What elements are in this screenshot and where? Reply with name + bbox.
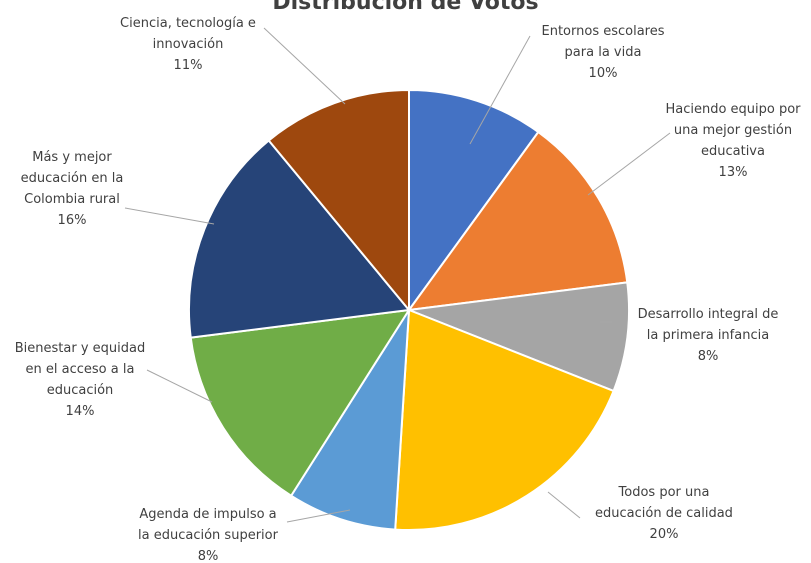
slice-label-7: Ciencia, tecnología e innovación 11% [120,16,256,73]
slice-label-line-6: Más y mejor [32,150,112,165]
slice-label-0: Entornos escolares para la vida 10% [542,24,665,81]
slice-label-line-3: educación de calidad [595,506,733,521]
leader-line-7 [263,27,346,105]
slice-label-line-0: para la vida [565,45,642,60]
leader-line-6 [124,207,215,225]
leader-line-5 [146,369,213,403]
slice-label-5: Bienestar y equidad en el acceso a la educ… [15,341,145,419]
leader-line-1 [587,132,671,196]
slice-label-line-6: Colombia rural [24,192,120,207]
slice-label-2: Desarrollo integral de la primera infanci… [638,307,779,364]
slice-label-line-2: la primera infancia [647,328,769,343]
slice-label-line-7: innovación [153,37,224,52]
slice-percent-4: 8% [198,549,219,563]
chart-title: Distribución de Votos [272,0,539,15]
slice-percent-3: 20% [650,527,679,542]
slice-label-line-1: Haciendo equipo por [665,102,801,117]
slice-label-4: Agenda de impulso a la educación superior… [138,507,279,563]
leader-line-0 [469,35,531,145]
slice-percent-7: 11% [174,58,203,73]
slice-label-3: Todos por una educación de calidad 20% [595,485,733,542]
slice-percent-6: 16% [58,213,87,228]
pie-slice-3 [394,308,615,531]
slice-label-line-7: Ciencia, tecnología e [120,16,256,31]
slice-label-1: Haciendo equipo por una mejor gestión educ… [665,102,801,180]
slice-label-line-1: educativa [701,144,765,159]
slice-percent-2: 8% [698,349,719,364]
slice-label-line-6: educación en la [21,171,124,186]
leader-line-3 [547,491,581,519]
slice-label-line-5: Bienestar y equidad [15,341,145,356]
leader-line-4 [286,509,351,523]
pie-slice-6 [188,139,411,339]
slice-label-line-1: una mejor gestión [674,123,792,138]
slice-percent-0: 10% [589,66,618,81]
slice-label-line-0: Entornos escolares [542,24,665,39]
slice-label-line-3: Todos por una [618,485,710,500]
slice-label-line-5: en el acceso a la [26,362,135,377]
pie-slice-7 [267,88,410,313]
slice-label-6: Más y mejor educación en la Colombia rural… [21,150,124,228]
slice-label-line-4: Agenda de impulso a [139,507,276,522]
slice-percent-1: 13% [719,165,748,180]
slice-label-line-5: educación [47,383,114,398]
slice-percent-5: 14% [66,404,95,419]
pie-slice-0 [408,88,540,314]
slice-label-line-2: Desarrollo integral de [638,307,779,322]
pie-slice-5 [189,308,411,498]
pie-slice-4 [289,309,410,531]
slice-label-line-4: la educación superior [138,528,279,543]
pie-slice-1 [406,130,629,312]
pie-slice-2 [408,281,630,393]
